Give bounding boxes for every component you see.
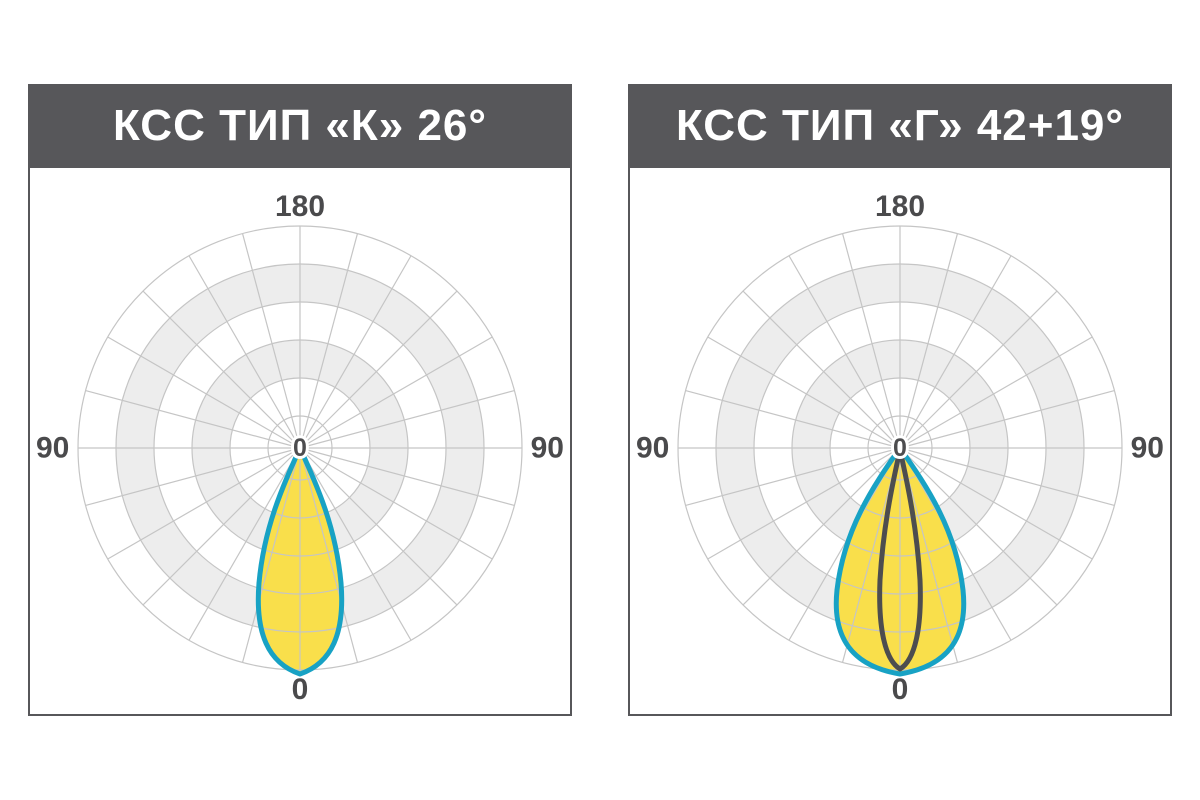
panel-title: КСС ТИП «Г» 42+19°	[675, 101, 1124, 150]
polar-grid-spoke	[899, 233, 959, 449]
beam-lobe-19deg-outline	[877, 447, 923, 672]
polar-grid-spoke	[899, 447, 1058, 606]
polar-grid-spoke	[142, 447, 301, 606]
polar-grid-spoke	[85, 389, 301, 449]
polar-grid-spoke	[707, 336, 901, 449]
polar-chart-body: 180 0 90 90 0	[28, 168, 572, 716]
polar-grid-spoke	[299, 233, 359, 449]
polar-grid-spoke	[685, 447, 901, 507]
polar-grid-spoke	[685, 389, 901, 449]
polar-grid-spoke	[188, 447, 301, 641]
polar-grid-spoke	[707, 447, 901, 560]
axis-label-90-left: 90	[36, 432, 69, 465]
axis-label-90-right: 90	[1131, 432, 1164, 465]
polar-grid-spoke	[742, 447, 901, 606]
polar-grid-spoke	[899, 389, 1115, 449]
polar-grid-spoke	[107, 447, 301, 560]
panel-header: КСС ТИП «К» 26°	[28, 84, 572, 168]
polar-grid-spoke	[299, 290, 458, 449]
polar-grid-spoke	[299, 447, 412, 641]
polar-grid-spoke	[85, 447, 301, 507]
polar-grid-spoke	[299, 255, 412, 449]
axis-label-0-bottom: 0	[292, 673, 309, 706]
axis-label-0-origin: 0	[893, 434, 907, 462]
polar-grid-spoke	[299, 447, 359, 663]
axis-label-90-left: 90	[636, 432, 669, 465]
polar-grid-spoke	[899, 336, 1093, 449]
beam-lobe-42deg-outline	[833, 445, 967, 677]
axis-label-0-bottom: 0	[892, 673, 909, 706]
polar-grid-spoke	[299, 336, 493, 449]
panel-kcc-type-g: КСС ТИП «Г» 42+19° 180 0 90 90 0	[628, 84, 1172, 716]
polar-grid-spoke	[899, 447, 1093, 560]
panel-kcc-type-k: КСС ТИП «К» 26° 180 0 90 90 0	[28, 84, 572, 716]
axis-label-90-right: 90	[531, 432, 564, 465]
axis-label-180: 180	[875, 190, 925, 223]
polar-grid-spoke	[742, 290, 901, 449]
polar-grid-spoke	[788, 255, 901, 449]
polar-grid-spoke	[841, 233, 901, 449]
polar-grid-spoke	[107, 336, 301, 449]
polar-grid-spoke	[299, 447, 493, 560]
polar-grid-spoke	[241, 233, 301, 449]
polar-chart-body: 180 0 90 90 0	[628, 168, 1172, 716]
panel-title: КСС ТИП «К» 26°	[113, 101, 487, 150]
polar-grid-spoke	[142, 290, 301, 449]
polar-grid-spoke	[899, 290, 1058, 449]
polar-chart: 180 0 90 90 0	[636, 190, 1164, 706]
polar-grid-spoke	[299, 389, 515, 449]
axis-label-0-origin: 0	[293, 434, 307, 462]
polar-chart: 180 0 90 90 0	[36, 190, 564, 706]
polar-grid-spoke	[899, 255, 1012, 449]
polar-grid-spoke	[299, 447, 458, 606]
panel-header: КСС ТИП «Г» 42+19°	[628, 84, 1172, 168]
axis-label-180: 180	[275, 190, 325, 223]
polar-grid-spoke	[899, 447, 1115, 507]
polar-grid-spoke	[241, 447, 301, 663]
polar-grid-spoke	[188, 255, 301, 449]
beam-lobe-26deg-outline	[255, 445, 345, 677]
polar-grid-spoke	[299, 447, 515, 507]
